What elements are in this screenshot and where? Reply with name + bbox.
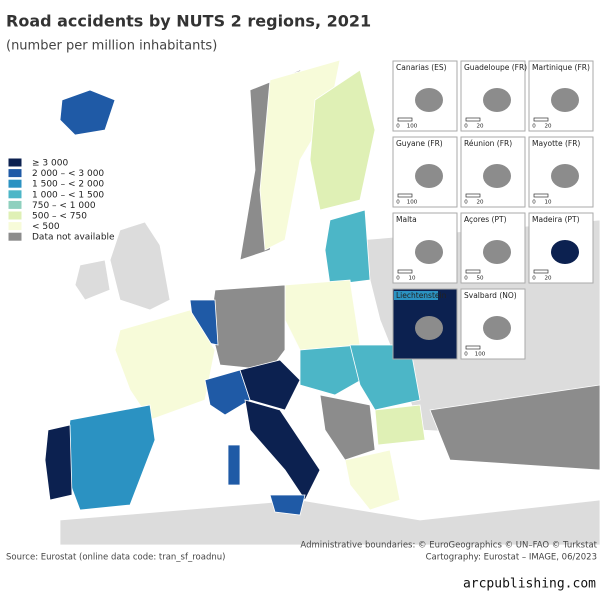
legend-label: 500 – < 750 [32,212,87,222]
legend-label: 1 500 – < 2 000 [32,180,104,190]
scale-bar [533,193,549,198]
legend-label: 1 000 – < 1 500 [32,190,104,200]
legend-label: 750 – < 1 000 [32,201,96,211]
inset-frame [392,212,458,284]
scale-label: 100 [407,200,418,206]
inset-label: Svalbard (NO) [464,291,517,300]
scale-label: 0 [396,124,400,130]
inset-land [415,164,443,188]
inset-land [483,88,511,112]
inset-land [415,88,443,112]
scale-bar [465,345,481,350]
iceland [59,89,116,136]
inset-land [483,164,511,188]
legend-label: 2 000 – < 3 000 [32,169,104,179]
scale-bar [397,193,413,198]
sardinia [227,444,241,486]
inset-label: Guadeloupe (FR) [464,63,527,72]
france [114,309,216,421]
inset-land [483,240,511,264]
inset-label: Canarias (ES) [396,63,447,72]
scale-label: 0 [396,276,400,282]
inset-label: Açores (PT) [464,215,507,224]
legend-swatch [7,199,23,210]
scale-bar [465,193,481,198]
legend-swatch [7,157,23,168]
scale-bar [397,117,413,122]
legend-swatch [7,231,23,242]
source: Source: Eurostat (online data code: tran… [6,553,225,563]
scale-bar [533,269,549,274]
legend-swatch [7,221,23,232]
sicily [269,494,306,516]
watermark: arcpublishing.com [463,577,596,592]
germany [209,284,286,371]
scale-bar [397,269,413,274]
scale-label: 20 [477,124,484,130]
inset-label: Mayotte (FR) [532,139,580,148]
italy [244,399,321,501]
scale-label: 0 [532,200,536,206]
scale-label: 0 [532,124,536,130]
scale-label: 0 [396,200,400,206]
scale-label: 0 [532,276,536,282]
inset-label: Malta [396,215,417,224]
scale-label: 0 [464,276,468,282]
inset-land [483,316,511,340]
scale-bar [465,269,481,274]
turkey [429,384,600,471]
scale-label: 10 [545,200,552,206]
scale-label: 100 [407,124,418,130]
inset-land [551,88,579,112]
scale-bar [465,117,481,122]
inset-label: Liechtenstein [396,291,447,300]
legend-label: < 500 [32,222,60,232]
scale-label: 20 [545,124,552,130]
finland [309,69,376,211]
legend-swatch [7,168,23,179]
inset-label: Martinique (FR) [532,63,590,72]
inset-label: Madeira (PT) [532,215,580,224]
scale-label: 50 [477,276,484,282]
inset-land [415,240,443,264]
scale-bar [533,117,549,122]
austria-north-italy [239,359,301,411]
scale-label: 20 [545,276,552,282]
alps [204,369,251,416]
inset-label: Réunion (FR) [464,139,512,148]
legend-swatch [7,210,23,221]
portugal [44,424,73,501]
poland [284,279,361,351]
credit: Administrative boundaries: © EuroGeograp… [300,541,597,551]
balkans [319,394,376,461]
bulgaria [374,404,426,446]
legend-label: ≥ 3 000 [32,159,68,169]
scale-label: 0 [464,352,468,358]
legend-swatch [7,178,23,189]
ireland [74,259,111,301]
inset-land [551,240,579,264]
scale-label: 100 [475,352,486,358]
inset-land [551,164,579,188]
scale-label: 20 [477,200,484,206]
subtitle: (number per million inhabitants) [6,39,217,54]
uk [109,221,171,311]
scale-label: 10 [409,276,416,282]
inset-label-bg [394,291,438,300]
scale-label: 0 [464,200,468,206]
credit: Cartography: Eurostat – IMAGE, 06/2023 [426,553,597,563]
scale-label: 0 [464,124,468,130]
baltics [324,209,371,286]
inset-label: Guyane (FR) [396,139,443,148]
legend-swatch [7,189,23,200]
title: Road accidents by NUTS 2 regions, 2021 [6,12,371,31]
inset-land [415,316,443,340]
legend-label: Data not available [32,233,115,243]
greece [344,449,401,511]
